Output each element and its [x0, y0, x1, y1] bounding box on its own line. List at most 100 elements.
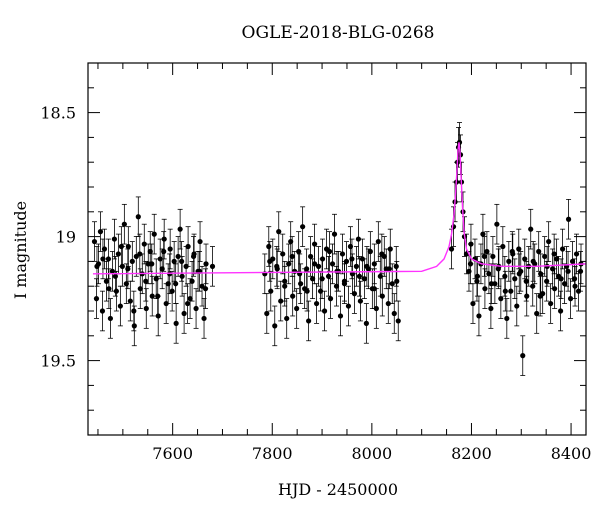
data-point [561, 281, 568, 287]
data-point [298, 281, 304, 287]
data-point [339, 251, 346, 257]
data-point [304, 266, 310, 272]
data-point [105, 256, 112, 262]
data-point [488, 281, 494, 287]
data-point [125, 243, 131, 250]
data-point [329, 261, 336, 267]
data-point [524, 293, 530, 299]
data-point [201, 315, 207, 322]
data-point [93, 296, 100, 302]
data-point [284, 315, 290, 322]
data-point [379, 293, 385, 299]
x-tick-label: 8200 [451, 444, 492, 463]
data-point [520, 353, 526, 359]
data-point [143, 278, 149, 284]
data-point [135, 214, 141, 220]
data-point [272, 323, 278, 329]
plot-area [91, 122, 586, 376]
data-point [300, 224, 306, 230]
data-point [474, 273, 481, 279]
data-point [385, 300, 391, 307]
data-point [115, 251, 121, 257]
chart-title: OGLE-2018-BLG-0268 [242, 23, 435, 43]
data-point [502, 273, 508, 279]
data-point [111, 236, 117, 242]
data-point [289, 253, 295, 260]
data-point [278, 298, 284, 304]
data-point [113, 288, 119, 294]
data-point [143, 305, 149, 312]
data-point [490, 253, 496, 260]
data-point [99, 308, 106, 314]
data-point [572, 283, 578, 289]
data-point [512, 276, 518, 282]
data-point [149, 261, 155, 267]
data-point [537, 293, 543, 299]
data-point [498, 296, 504, 302]
data-point [308, 253, 314, 260]
data-point [551, 251, 557, 257]
data-point [448, 246, 455, 252]
data-point [558, 308, 564, 314]
data-point [379, 251, 385, 257]
data-point [395, 318, 401, 324]
plot-frame [87, 62, 587, 436]
x-tick-label: 8000 [352, 444, 393, 463]
data-point [121, 221, 127, 227]
data-point [161, 236, 167, 242]
data-point [508, 288, 514, 294]
data-point [363, 320, 369, 326]
data-point [106, 286, 112, 292]
data-point [488, 305, 494, 312]
data-point [394, 278, 400, 284]
data-point [337, 313, 344, 319]
data-point [91, 238, 98, 245]
data-point [109, 268, 116, 274]
data-point [495, 266, 501, 272]
data-point [179, 273, 185, 279]
data-point [309, 276, 316, 282]
data-point [326, 248, 333, 255]
data-point [375, 238, 381, 245]
data-point [530, 283, 536, 289]
data-point [349, 256, 355, 262]
data-point [321, 308, 328, 314]
data-point [516, 271, 522, 277]
data-point [502, 288, 508, 294]
data-point [157, 256, 163, 262]
data-point [107, 315, 114, 322]
data-point [268, 288, 274, 294]
data-point [364, 263, 370, 269]
data-point [504, 315, 510, 322]
data-point [137, 286, 143, 292]
y-tick-label: 19.5 [40, 352, 76, 371]
data-point [522, 256, 528, 262]
data-point [137, 251, 143, 257]
data-point [567, 296, 574, 302]
data-point [536, 248, 542, 255]
data-point [371, 286, 377, 292]
data-point [311, 261, 318, 267]
data-point [500, 243, 506, 250]
data-point [544, 278, 550, 284]
data-point [571, 276, 578, 282]
data-point [341, 281, 348, 287]
data-point [187, 296, 193, 302]
data-point [542, 253, 548, 260]
data-point [313, 300, 320, 307]
model-curve [92, 142, 586, 275]
data-point [361, 276, 367, 282]
data-point [333, 283, 340, 289]
data-point [506, 258, 512, 264]
data-point [565, 268, 571, 274]
data-point [266, 243, 272, 250]
data-point [103, 278, 110, 284]
data-point [577, 268, 584, 274]
data-point [315, 263, 322, 269]
data-point [548, 300, 554, 307]
data-point [185, 243, 191, 250]
data-point [367, 248, 373, 255]
data-point [516, 246, 522, 252]
data-point [393, 263, 399, 269]
data-point [389, 281, 395, 287]
